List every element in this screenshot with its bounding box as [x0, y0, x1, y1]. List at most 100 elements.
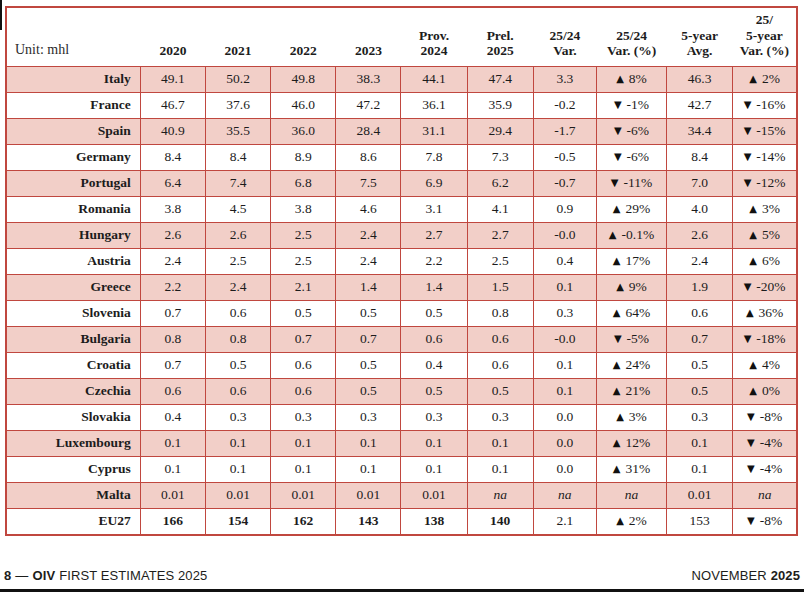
down-triangle-icon: ▼ [744, 281, 752, 292]
down-triangle-icon: ▼ [614, 333, 622, 344]
variation-cell: 0.9 [533, 196, 596, 222]
up-triangle-icon: ▲ [749, 359, 757, 370]
pct-value: 24% [625, 357, 650, 372]
value-cell: 2.4 [336, 248, 401, 274]
header-row: Unit: mhl 2020202120222023Prov. 2024Prel… [6, 7, 797, 66]
value-cell: 0.8 [140, 326, 205, 352]
down-triangle-icon: ▼ [614, 151, 622, 162]
country-label: Hungary [6, 222, 140, 248]
value-cell: 29.4 [467, 118, 533, 144]
down-triangle-icon: ▼ [611, 177, 619, 188]
down-triangle-icon: ▼ [747, 437, 755, 448]
up-triangle-icon: ▲ [616, 281, 624, 292]
value-cell: 0.1 [467, 456, 533, 482]
value-cell: 47.2 [336, 92, 401, 118]
variation-cell: 0.0 [533, 430, 596, 456]
up-triangle-icon: ▲ [613, 203, 621, 214]
value-cell: 2.1 [271, 274, 336, 300]
table-row: Cyprus0.10.10.10.10.10.10.0▲31%0.1▼-4% [6, 456, 797, 482]
up-triangle-icon: ▲ [746, 307, 754, 318]
five-year-avg-cell: 46.3 [667, 66, 733, 92]
variation-pct-cell: ▼-6% [596, 118, 666, 144]
value-cell: 0.6 [271, 352, 336, 378]
value-cell: 49.8 [271, 66, 336, 92]
table-row: Slovenia0.70.60.50.50.50.80.3▲64%0.6▲36% [6, 300, 797, 326]
variation-pct-cell: ▲21% [596, 378, 666, 404]
column-header: 25/ 5-year Var. (%) [733, 7, 797, 66]
down-triangle-icon: ▼ [747, 411, 755, 422]
down-triangle-icon: ▼ [614, 99, 622, 110]
variation-cell: -0.2 [533, 92, 596, 118]
variation-cell: 0.3 [533, 300, 596, 326]
value-cell: 3.8 [271, 196, 336, 222]
value-cell: 0.5 [467, 378, 533, 404]
value-cell: 6.9 [401, 170, 467, 196]
report-page: Unit: mhl 2020202120222023Prov. 2024Prel… [0, 0, 804, 592]
avg-variation-pct-cell: ▼ -8% [733, 404, 797, 430]
down-triangle-icon: ▼ [747, 463, 755, 474]
pct-value: -8% [760, 409, 783, 424]
column-header: 25/24 Var. [533, 7, 596, 66]
pct-value: 3% [762, 201, 780, 216]
value-cell: 166 [140, 508, 205, 535]
value-cell: 0.6 [140, 378, 205, 404]
value-cell: 3.8 [140, 196, 205, 222]
column-header: 25/24 Var. (%) [596, 7, 666, 66]
value-cell: 0.01 [205, 482, 270, 508]
footer-separator: — [15, 568, 28, 583]
value-cell: 2.4 [140, 248, 205, 274]
footer-brand: OIV [32, 568, 55, 583]
value-cell: 7.5 [336, 170, 401, 196]
value-cell: 0.8 [205, 326, 270, 352]
footer-right: NOVEMBER2025 [687, 568, 800, 583]
avg-variation-pct-cell: na [733, 482, 797, 508]
avg-variation-pct-cell: ▲2% [733, 66, 797, 92]
value-cell: 37.6 [205, 92, 270, 118]
pct-value: -15% [756, 123, 785, 138]
pct-value: 2% [762, 71, 780, 86]
value-cell: 2.6 [205, 222, 270, 248]
down-triangle-icon: ▼ [744, 333, 752, 344]
value-cell: 4.6 [336, 196, 401, 222]
pct-value: -12% [756, 175, 785, 190]
variation-pct-cell: ▲64% [596, 300, 666, 326]
value-cell: 0.6 [205, 300, 270, 326]
column-header: Prel. 2025 [467, 7, 533, 66]
pct-value: -11% [623, 175, 652, 190]
value-cell: 0.6 [467, 326, 533, 352]
value-cell: 40.9 [140, 118, 205, 144]
pct-value: 21% [625, 383, 650, 398]
table-row: Germany8.48.48.98.67.87.3-0.5▼-6%8.4▼-14… [6, 144, 797, 170]
value-cell: 50.2 [205, 66, 270, 92]
pct-value: 0% [762, 383, 780, 398]
five-year-avg-cell: 0.5 [667, 352, 733, 378]
avg-variation-pct-cell: ▲5% [733, 222, 797, 248]
down-triangle-icon: ▼ [744, 125, 752, 136]
country-label: Czechia [6, 378, 140, 404]
country-label: Luxembourg [6, 430, 140, 456]
footer-year: 2025 [771, 568, 800, 583]
pct-value: -8% [760, 513, 783, 528]
variation-pct-cell: ▲8% [596, 66, 666, 92]
pct-value: 6% [762, 253, 780, 268]
value-cell: 0.5 [205, 352, 270, 378]
variation-pct-cell: na [596, 482, 666, 508]
five-year-avg-cell: 0.01 [667, 482, 733, 508]
value-cell: 31.1 [401, 118, 467, 144]
value-cell: 4.1 [467, 196, 533, 222]
pct-value: 17% [625, 253, 650, 268]
variation-cell: 3.3 [533, 66, 596, 92]
pct-value: 5% [762, 227, 780, 242]
country-label: EU27 [6, 508, 140, 535]
up-triangle-icon: ▲ [749, 255, 757, 266]
value-cell: 2.6 [140, 222, 205, 248]
value-cell: 2.5 [205, 248, 270, 274]
column-header: Prov. 2024 [401, 7, 467, 66]
five-year-avg-cell: 0.3 [667, 404, 733, 430]
value-cell: 0.1 [467, 430, 533, 456]
value-cell: 0.5 [271, 300, 336, 326]
country-label: Greece [6, 274, 140, 300]
value-cell: 46.7 [140, 92, 205, 118]
value-cell: 36.1 [401, 92, 467, 118]
avg-variation-pct-cell: ▲3% [733, 196, 797, 222]
